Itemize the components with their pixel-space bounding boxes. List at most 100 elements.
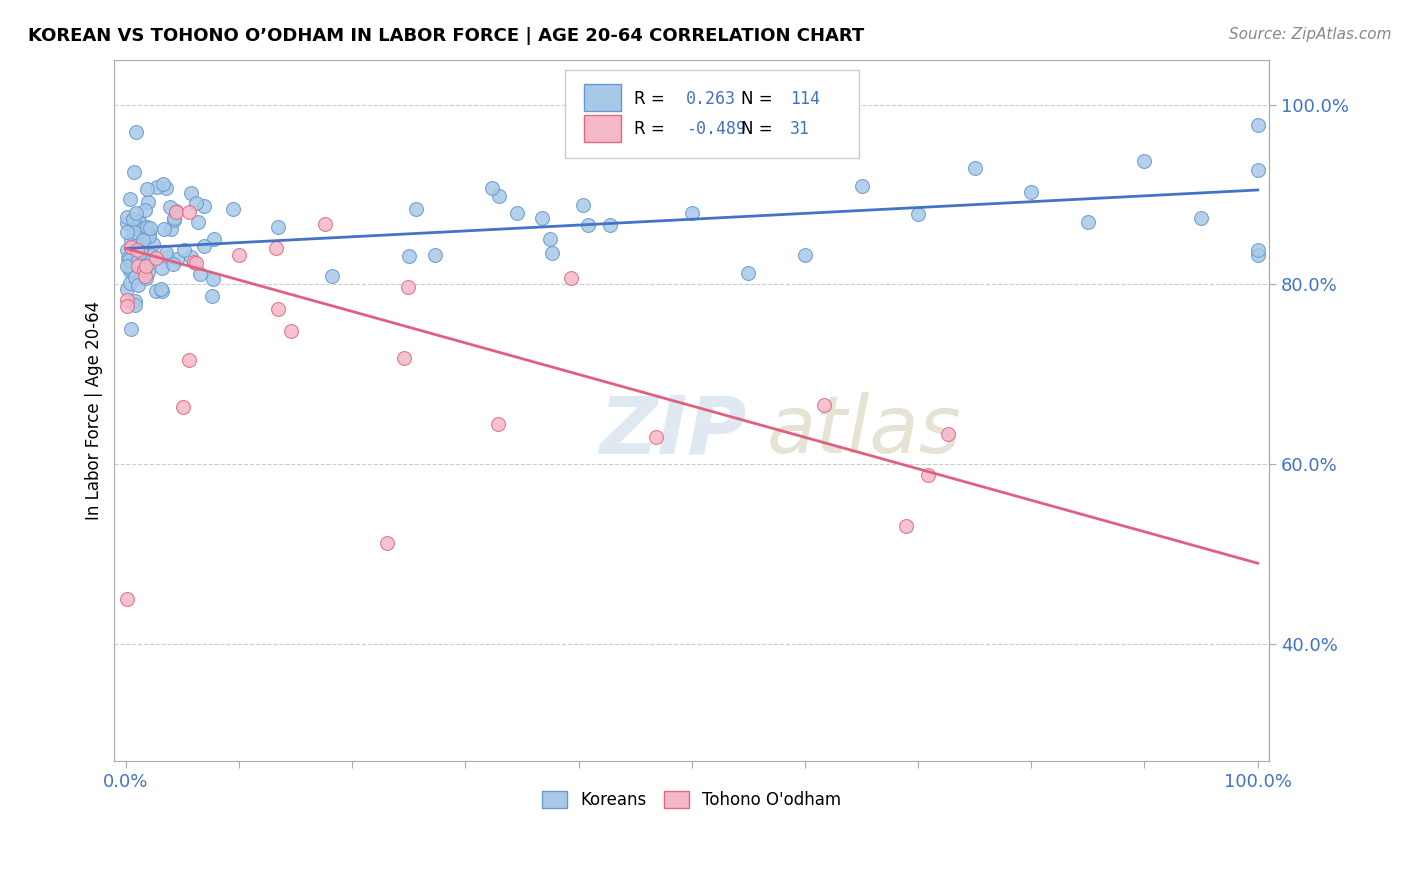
Point xyxy=(398,249,420,263)
Point xyxy=(127,245,149,260)
Point xyxy=(125,239,148,253)
Point xyxy=(139,220,162,235)
Point xyxy=(166,252,188,267)
Text: KOREAN VS TOHONO O’ODHAM IN LABOR FORCE | AGE 20-64 CORRELATION CHART: KOREAN VS TOHONO O’ODHAM IN LABOR FORCE … xyxy=(28,27,865,45)
Point xyxy=(115,293,138,308)
Point xyxy=(124,298,146,312)
Point xyxy=(172,401,194,415)
Point xyxy=(134,202,156,217)
Point xyxy=(917,468,939,483)
Point xyxy=(153,222,176,236)
Point xyxy=(145,284,167,298)
FancyBboxPatch shape xyxy=(565,70,859,158)
Point xyxy=(321,268,343,283)
Text: N =: N = xyxy=(741,90,773,108)
Point xyxy=(122,165,145,179)
Point xyxy=(135,260,157,274)
Point xyxy=(120,240,142,254)
Text: 0.263: 0.263 xyxy=(686,90,735,108)
Point xyxy=(375,536,398,550)
Point xyxy=(135,271,157,285)
Point xyxy=(160,222,183,236)
Point xyxy=(129,244,152,259)
Point xyxy=(124,294,146,309)
Point xyxy=(136,265,159,279)
Point xyxy=(121,263,143,277)
Point xyxy=(117,260,139,274)
Point xyxy=(139,248,162,262)
Point xyxy=(531,211,554,225)
Point xyxy=(124,256,146,270)
Point xyxy=(486,417,509,431)
Point xyxy=(120,233,142,247)
Point xyxy=(118,276,141,290)
Point xyxy=(183,254,205,268)
Text: N =: N = xyxy=(741,120,773,138)
Point xyxy=(184,256,207,270)
Point xyxy=(142,237,165,252)
Point xyxy=(163,211,186,225)
Point xyxy=(122,257,145,271)
Point xyxy=(132,233,155,247)
Point xyxy=(115,592,138,607)
Point xyxy=(136,227,159,241)
Point xyxy=(122,212,145,227)
Point xyxy=(152,177,174,191)
Point xyxy=(132,263,155,277)
Point xyxy=(572,197,595,211)
Point xyxy=(136,195,159,210)
Point xyxy=(124,270,146,285)
Point xyxy=(963,161,986,175)
Point xyxy=(576,218,599,232)
Text: Source: ZipAtlas.com: Source: ZipAtlas.com xyxy=(1229,27,1392,42)
Bar xyxy=(585,115,621,142)
Point xyxy=(392,351,415,365)
Point xyxy=(141,254,163,268)
Point xyxy=(193,239,215,253)
Text: 31: 31 xyxy=(790,120,810,138)
Point xyxy=(163,212,186,227)
Point xyxy=(264,241,287,255)
Text: atlas: atlas xyxy=(766,392,962,470)
Point xyxy=(267,220,290,235)
Point xyxy=(122,235,145,250)
Point xyxy=(129,216,152,230)
Point xyxy=(538,232,561,246)
Bar xyxy=(585,84,621,111)
Point xyxy=(1247,243,1270,257)
Point xyxy=(180,250,202,264)
Point xyxy=(155,246,177,260)
Point xyxy=(125,206,148,220)
Point xyxy=(280,324,302,338)
Point xyxy=(165,203,187,218)
Point xyxy=(120,322,142,336)
Point xyxy=(115,210,138,224)
Point xyxy=(120,192,142,206)
Point xyxy=(1247,247,1270,261)
Point xyxy=(180,186,202,200)
Point xyxy=(145,251,167,265)
Point xyxy=(155,181,177,195)
Point xyxy=(125,250,148,264)
Point xyxy=(560,271,582,285)
Text: -0.489: -0.489 xyxy=(686,120,747,138)
Point xyxy=(599,218,621,232)
Point xyxy=(177,353,200,368)
Point xyxy=(488,189,510,203)
Point xyxy=(201,289,224,303)
Point xyxy=(128,215,150,229)
Point xyxy=(193,199,215,213)
Point xyxy=(150,285,173,299)
Point xyxy=(117,299,139,313)
Point xyxy=(179,205,201,219)
Point xyxy=(135,220,157,235)
Point xyxy=(681,206,703,220)
Point xyxy=(125,219,148,233)
Point xyxy=(1021,185,1043,199)
Point xyxy=(149,282,172,296)
Point xyxy=(222,202,245,216)
Point xyxy=(127,278,149,293)
Point xyxy=(184,195,207,210)
Point xyxy=(134,268,156,283)
Point xyxy=(314,217,336,231)
